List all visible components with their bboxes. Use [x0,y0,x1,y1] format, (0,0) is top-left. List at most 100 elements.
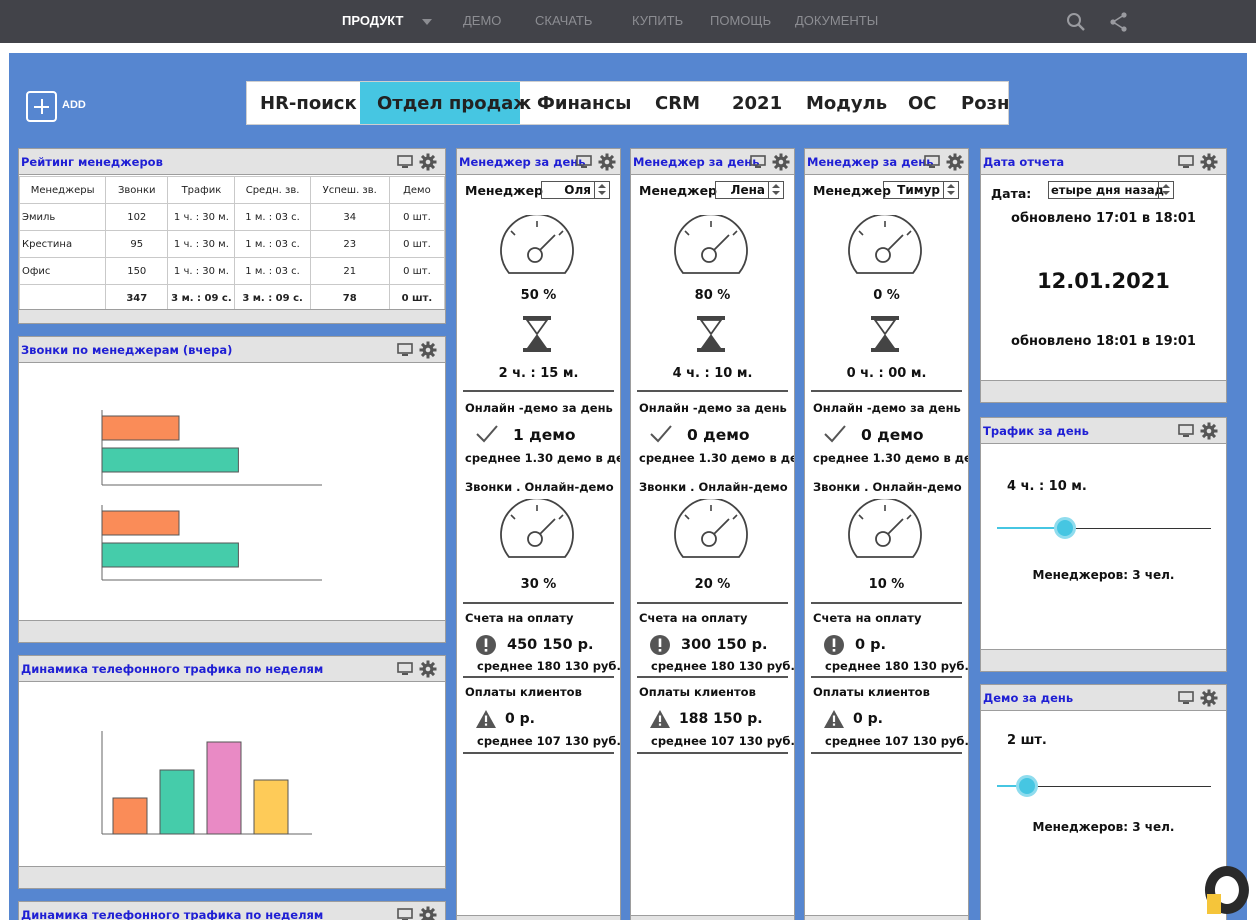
gear-icon[interactable] [946,153,964,171]
monitor-icon[interactable] [397,662,413,676]
spinner-icon[interactable] [594,182,609,198]
table-row[interactable]: Офис 150 1 ч. : 30 м. 1 м. : 03 с. 21 0 шт. [19,257,445,285]
divider [811,752,962,754]
manager-select[interactable]: Оля [541,181,610,199]
speedometer-icon [674,499,748,558]
slider-track[interactable] [997,528,1211,529]
online-demo-label: Онлайн -демо за день [639,401,787,415]
tab-2021[interactable]: 2021 [732,93,783,114]
divider [463,390,614,392]
nav-buy[interactable]: КУПИТЬ [632,13,684,28]
traffic-value: 4 ч. : 10 м. [1007,479,1087,494]
slider-thumb[interactable] [1015,775,1038,797]
demo-count: 0 демо [861,426,924,444]
work-time: 0 ч. : 00 м. [846,366,927,381]
gear-icon[interactable] [598,153,616,171]
bar [101,415,180,441]
nav-help[interactable]: ПОМОЩЬ [710,13,772,28]
gauge-value: 10 % [868,577,905,592]
invoices-average: среднее 180 130 руб. [825,659,969,673]
bar [101,447,239,473]
demo-average: среднее 1.30 демо в день [813,451,968,465]
spinner-icon[interactable] [1158,182,1173,198]
search-icon[interactable] [1065,11,1087,33]
payments-average: среднее 107 130 руб. [651,734,795,748]
monitor-icon[interactable] [1178,424,1194,438]
hourglass-icon [697,316,725,352]
gear-icon[interactable] [772,153,790,171]
nav-download[interactable]: СКАЧАТЬ [535,13,593,28]
calls-demo-label: Звонки . Онлайн-демо [639,480,788,494]
tab-finance[interactable]: Финансы [537,93,632,114]
monitor-icon[interactable] [1178,691,1194,705]
panel-footer [19,866,445,888]
tab-module[interactable]: Модуль [806,93,888,114]
manager-label: Менеджер [465,183,543,198]
online-demo-label: Онлайн -демо за день [813,401,961,415]
divider [637,602,788,604]
gear-icon[interactable] [419,906,437,920]
manager-select[interactable]: Тимур [883,181,959,199]
slider-thumb[interactable] [1054,517,1077,539]
panel-title: Рейтинг менеджеров [21,155,163,169]
exclamation-icon [650,635,670,655]
monitor-icon[interactable] [576,155,592,169]
bar [112,797,148,835]
managers-count: Менеджеров: 3 чел. [1032,568,1175,582]
table-row[interactable]: Эмиль 102 1 ч. : 30 м. 1 м. : 03 с. 34 0 шт. [19,203,445,231]
gear-icon[interactable] [1200,422,1218,440]
tab-hr-search[interactable]: HR-поиск [260,93,357,114]
spinner-icon[interactable] [768,182,783,198]
monitor-icon[interactable] [924,155,940,169]
panel-title: Менеджер за день [633,155,760,169]
gauge-value: 0 % [873,288,900,303]
table-total-row: 347 3 м. : 09 с. 3 м. : 09 с. 78 0 шт. [19,284,445,312]
gear-icon[interactable] [1200,689,1218,707]
invoices-value: 450 150 р. [507,637,594,653]
nav-product[interactable]: ПРОДУКТ [342,13,404,28]
nav-docs[interactable]: ДОКУМЕНТЫ [795,13,879,28]
panel-title: Динамика телефонного трафика по неделям [21,662,324,676]
add-widget-button[interactable]: ADD [26,91,126,123]
monitor-icon[interactable] [397,343,413,357]
manager-day-panel: Менеджер за день Менеджер Лена 80 % 4 ч. : 1… [630,148,795,920]
divider [811,676,962,678]
monitor-icon[interactable] [397,908,413,920]
invoices-average: среднее 180 130 руб. [477,659,621,673]
table-row[interactable]: Крестина 95 1 ч. : 30 м. 1 м. : 03 с. 23 0 шт… [19,230,445,258]
monitor-icon[interactable] [397,155,413,169]
speedometer-icon [848,215,922,274]
manager-select[interactable]: Лена [715,181,784,199]
payments-label: Оплаты клиентов [813,685,930,699]
gear-icon[interactable] [1200,153,1218,171]
monitor-icon[interactable] [1178,155,1194,169]
divider [463,602,614,604]
gear-icon[interactable] [419,153,437,171]
panel-title: Динамика телефонного трафика по неделям [21,908,324,920]
panel-header: Демо за день [981,685,1226,711]
managers-count: Менеджеров: 3 чел. [1032,820,1175,834]
gear-icon[interactable] [419,660,437,678]
share-icon[interactable] [1108,11,1130,33]
nav-demo[interactable]: ДЕМО [463,13,502,28]
hourglass-icon [871,316,899,352]
gear-icon[interactable] [419,341,437,359]
gauge-value: 30 % [520,577,557,592]
chevron-down-icon[interactable] [422,19,432,25]
tab-crm[interactable]: CRM [655,93,700,114]
demo-day-panel: Демо за день 2 шт. Менеджеров: 3 чел. [980,684,1227,920]
tab-sales-dept[interactable]: Отдел продаж [360,82,531,124]
spinner-icon[interactable] [943,182,958,198]
date-select[interactable]: етыре дня назад [1048,181,1174,199]
date-label: Дата: [991,186,1032,201]
slider-track[interactable] [997,786,1211,787]
payments-label: Оплаты клиентов [465,685,582,699]
table-header: Демо [388,176,445,204]
divider [463,752,614,754]
checkmark-icon [650,425,672,443]
tab-os[interactable]: ОС [908,93,937,114]
monitor-icon[interactable] [750,155,766,169]
bar [159,769,195,835]
tab-retail[interactable]: Розн [961,93,1009,114]
bar [101,542,239,568]
